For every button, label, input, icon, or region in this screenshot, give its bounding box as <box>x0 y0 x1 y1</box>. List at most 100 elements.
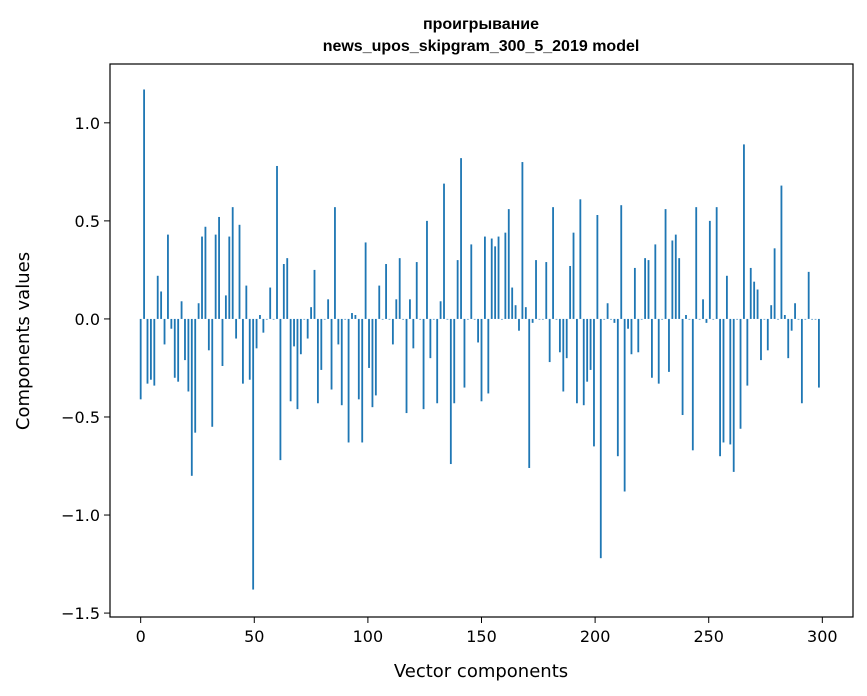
bar-40 <box>276 165 278 319</box>
bar-111 <box>518 318 520 331</box>
bar-178 <box>746 318 749 386</box>
bar-183 <box>763 318 766 320</box>
bar-167 <box>708 220 711 319</box>
bar-151 <box>654 244 657 319</box>
bar-170 <box>719 318 721 457</box>
bar-162 <box>691 318 694 451</box>
x-tick-label-3: 150 <box>466 627 497 646</box>
bar-110 <box>514 305 517 319</box>
bar-101 <box>484 236 486 319</box>
y-tick-label-2: −0.5 <box>61 408 100 427</box>
bar-28 <box>235 318 238 339</box>
y-tick-label-0: −1.5 <box>61 604 100 623</box>
bar-185 <box>770 305 773 319</box>
bar-102 <box>487 318 490 394</box>
bar-150 <box>651 318 653 378</box>
bar-115 <box>531 318 534 323</box>
bar-129 <box>579 199 582 319</box>
bar-152 <box>657 318 660 384</box>
bar-54 <box>323 318 326 320</box>
bar-165 <box>702 299 704 319</box>
bar-36 <box>262 318 265 333</box>
bar-157 <box>674 234 677 319</box>
bar-0 <box>139 318 142 400</box>
bar-105 <box>497 236 500 319</box>
bar-166 <box>705 318 708 323</box>
bar-139 <box>613 318 616 323</box>
bar-67 <box>368 318 370 368</box>
bar-66 <box>364 242 367 319</box>
bar-4 <box>153 318 156 386</box>
bar-19 <box>204 226 207 319</box>
bar-124 <box>562 318 565 392</box>
bar-163 <box>695 207 698 319</box>
bar-137 <box>606 303 609 319</box>
bar-13 <box>184 318 186 361</box>
bar-52 <box>316 318 319 404</box>
bar-61 <box>347 318 350 443</box>
bar-96 <box>466 318 469 320</box>
x-axis-ticks: 0 50 100 150 200 250 300 <box>136 617 838 646</box>
bar-130 <box>582 318 585 406</box>
bar-89 <box>443 183 445 319</box>
bar-45 <box>293 318 295 347</box>
bar-46 <box>296 318 299 410</box>
bar-62 <box>351 313 353 319</box>
bar-95 <box>463 318 466 388</box>
bar-65 <box>361 318 364 443</box>
bar-80 <box>412 318 415 349</box>
bar-143 <box>627 318 629 329</box>
bar-71 <box>381 318 384 320</box>
bar-44 <box>289 318 292 402</box>
bar-21 <box>211 318 214 427</box>
bar-14 <box>187 318 190 392</box>
chart-subtitle: news_upos_skipgram_300_5_2019 model <box>323 38 640 55</box>
x-tick-label-1: 50 <box>244 627 264 646</box>
bar-123 <box>558 318 561 353</box>
bar-128 <box>576 318 578 404</box>
y-axis-label: Components values <box>13 252 34 430</box>
bar-117 <box>538 318 541 320</box>
bar-159 <box>681 318 684 416</box>
bar-29 <box>238 224 241 319</box>
bar-160 <box>685 315 687 319</box>
bar-51 <box>313 269 316 319</box>
bar-56 <box>330 318 333 390</box>
bar-104 <box>494 246 497 319</box>
bar-55 <box>327 299 330 319</box>
bar-155 <box>668 318 670 372</box>
bar-39 <box>272 318 275 320</box>
bar-3 <box>149 318 152 380</box>
bar-25 <box>224 295 227 319</box>
bar-8 <box>167 234 169 319</box>
y-axis-ticks: −1.5 −1.0 −0.5 0.0 0.5 1.0 <box>61 114 110 623</box>
bar-114 <box>528 318 531 468</box>
bar-69 <box>374 318 377 396</box>
bar-23 <box>218 216 220 319</box>
bar-81 <box>415 262 418 319</box>
bar-83 <box>422 318 425 410</box>
bar-179 <box>749 267 752 319</box>
bar-119 <box>545 262 548 319</box>
bar-164 <box>698 318 701 320</box>
bar-191 <box>790 318 793 331</box>
bar-34 <box>255 318 258 349</box>
bar-26 <box>228 236 231 319</box>
bar-138 <box>610 318 612 320</box>
bar-132 <box>589 318 592 370</box>
bar-68 <box>371 318 374 408</box>
bar-195 <box>804 318 807 320</box>
bar-109 <box>511 287 514 319</box>
bar-131 <box>586 318 589 382</box>
bar-177 <box>743 144 745 319</box>
bar-9 <box>170 318 173 329</box>
bar-77 <box>402 318 405 320</box>
bar-82 <box>419 318 422 320</box>
bar-173 <box>729 318 732 445</box>
y-tick-label-3: 0.0 <box>75 310 100 329</box>
bar-76 <box>398 258 401 319</box>
bar-1 <box>143 89 145 319</box>
bar-182 <box>760 318 762 361</box>
bar-15 <box>190 318 193 476</box>
bar-17 <box>197 303 200 319</box>
